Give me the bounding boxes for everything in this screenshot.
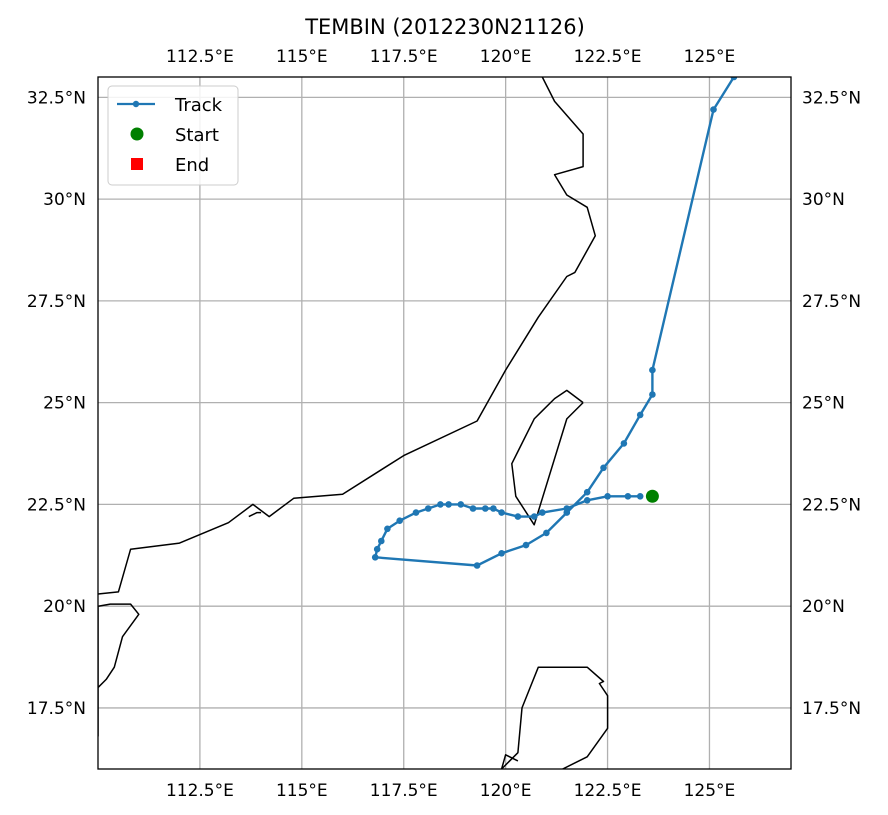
x-tick-label-top: 115°E — [276, 47, 328, 67]
y-tick-label-right: 22.5°N — [802, 495, 861, 515]
y-tick-label-right: 25°N — [802, 394, 845, 414]
track-point — [498, 550, 505, 557]
x-tick-label-bottom: 112.5°E — [166, 781, 234, 801]
track-point — [498, 509, 505, 516]
y-tick-label-left: 30°N — [43, 190, 86, 210]
track-point — [378, 537, 385, 545]
y-tick-label-left: 25°N — [43, 394, 86, 414]
x-tick-label-bottom: 115°E — [276, 781, 328, 801]
track-point — [384, 525, 391, 533]
track-point — [624, 493, 632, 500]
y-tick-label-right: 20°N — [802, 597, 845, 617]
coastline-hong-kong-islet — [248, 511, 262, 518]
y-tick-label-right: 27.5°N — [802, 292, 861, 312]
x-tick-label-top: 117.5°E — [370, 47, 438, 67]
track-point — [583, 497, 591, 504]
track-point — [373, 545, 381, 553]
track-series — [371, 77, 738, 569]
track-point — [371, 554, 379, 561]
x-tick-label-bottom: 117.5°E — [370, 781, 438, 801]
legend-label-start: Start — [175, 125, 219, 146]
y-tick-label-left: 17.5°N — [27, 699, 86, 719]
track-point — [412, 509, 420, 516]
y-tick-label-right: 30°N — [802, 190, 845, 210]
track-point — [600, 464, 607, 472]
track-point — [649, 366, 656, 374]
coastline-hainan — [98, 603, 140, 737]
track-point — [539, 509, 546, 516]
coastline-taiwan — [511, 389, 584, 526]
track-point — [437, 501, 444, 508]
x-tick-label-top: 125°E — [684, 47, 736, 67]
track-point — [730, 77, 738, 81]
track-point — [473, 562, 481, 569]
start-marker — [645, 489, 659, 503]
legend: Track Start End — [107, 85, 239, 186]
track-line — [374, 77, 735, 567]
track-point — [424, 505, 432, 512]
y-tick-label-left: 22.5°N — [27, 495, 86, 515]
x-tick-label-bottom: 125°E — [684, 781, 736, 801]
track-point — [543, 529, 550, 537]
track-point — [522, 541, 530, 549]
axis-ticks: 112.5°E 112.5°E 115°E 115°E 117.5°E 117.5°E 12… — [27, 47, 861, 801]
track-point — [530, 513, 538, 520]
track-point — [514, 513, 522, 520]
y-tick-label-left: 27.5°N — [27, 292, 86, 312]
x-tick-label-top: 120°E — [480, 47, 532, 67]
coastline-luzon-west-tip — [500, 754, 519, 769]
coastline-china-mainland — [98, 77, 597, 595]
coastline-luzon — [501, 666, 609, 769]
legend-end-marker — [131, 158, 143, 170]
track-point — [636, 493, 644, 500]
legend-start-marker — [130, 127, 144, 141]
legend-label-track: Track — [174, 95, 223, 116]
x-tick-label-bottom: 120°E — [480, 781, 532, 801]
y-tick-label-left: 20°N — [43, 597, 86, 617]
x-tick-label-top: 112.5°E — [166, 47, 234, 67]
track-point — [620, 440, 628, 447]
track-point — [457, 501, 465, 508]
track-point — [710, 106, 717, 113]
x-tick-label-bottom: 122.5°E — [574, 781, 642, 801]
coastlines — [98, 77, 609, 769]
track-point — [563, 509, 571, 516]
chart-title: TEMBIN (2012230N21126) — [304, 15, 585, 39]
track-point — [469, 505, 477, 512]
legend-track-marker — [132, 100, 140, 108]
track-point — [583, 488, 591, 496]
legend-label-end: End — [175, 155, 209, 176]
plot-frame — [97, 76, 792, 770]
x-tick-label-top: 122.5°E — [574, 47, 642, 67]
y-tick-label-left: 32.5°N — [27, 88, 86, 108]
y-tick-label-right: 17.5°N — [802, 699, 861, 719]
gridlines — [98, 77, 791, 769]
track-point — [396, 517, 404, 524]
y-tick-label-right: 32.5°N — [802, 88, 861, 108]
track-point — [604, 493, 611, 500]
track-point — [490, 505, 497, 512]
track-point — [482, 505, 489, 512]
track-point — [636, 411, 644, 419]
track-point — [649, 391, 656, 398]
track-point — [445, 501, 452, 508]
